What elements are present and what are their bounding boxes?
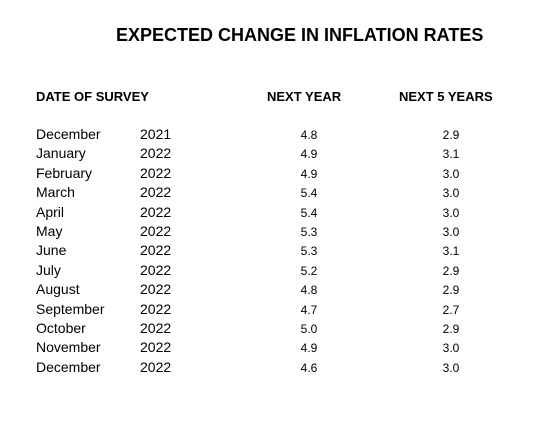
row-year: 2022 [140, 358, 172, 375]
row-month: August [36, 281, 80, 298]
row-month: December [36, 126, 101, 142]
table-row: July 2022 5.2 2.9 [0, 261, 558, 280]
row-year: 2022 [140, 242, 172, 259]
header-date-of-survey: DATE OF SURVEY [36, 89, 149, 104]
row-next-5-years-value: 2.9 [442, 128, 460, 142]
table-row: September 2022 4.7 2.7 [0, 300, 558, 319]
row-next-year-value: 4.6 [300, 360, 318, 375]
row-month: April [36, 203, 65, 220]
row-month: January [36, 145, 86, 162]
row-next-year-value: 4.9 [300, 147, 318, 162]
table-row: March 2022 5.4 3.0 [0, 183, 558, 202]
row-month: October [36, 319, 86, 336]
row-year: 2022 [140, 261, 172, 278]
row-next-year-value: 5.2 [300, 263, 318, 278]
table-row: December 2021 4.8 2.9 [0, 125, 558, 144]
header-next-year: NEXT YEAR [267, 89, 342, 104]
table-row: August 2022 4.8 2.9 [0, 280, 558, 299]
row-month: February [36, 164, 93, 181]
row-next-year-value: 4.8 [300, 283, 318, 298]
row-year: 2022 [140, 339, 172, 356]
row-next-year-value: 4.9 [300, 166, 318, 181]
row-next-year-value: 5.4 [300, 205, 318, 220]
row-year: 2022 [140, 184, 172, 201]
table-row: December 2022 4.6 3.0 [0, 358, 558, 377]
row-month: November [36, 339, 101, 356]
row-next-5-years-value: 2.7 [442, 302, 460, 317]
row-next-5-years-value: 2.9 [442, 321, 460, 336]
row-next-5-years-value: 3.0 [442, 186, 460, 201]
row-next-5-years-value: 2.9 [442, 283, 460, 298]
table-row: October 2022 5.0 2.9 [0, 319, 558, 338]
row-month: May [36, 222, 63, 239]
table-row: June 2022 5.3 3.1 [0, 241, 558, 260]
row-year: 2021 [140, 126, 172, 142]
table-row: January 2022 4.9 3.1 [0, 144, 558, 163]
row-next-5-years-value: 3.1 [442, 147, 460, 162]
row-next-year-value: 4.8 [300, 128, 318, 142]
row-next-5-years-value: 2.9 [442, 263, 460, 278]
row-next-5-years-value: 3.0 [442, 205, 460, 220]
row-month: September [36, 300, 105, 317]
row-next-5-years-value: 3.0 [442, 341, 460, 356]
row-month: July [36, 261, 61, 278]
row-next-year-value: 4.7 [300, 302, 318, 317]
row-year: 2022 [140, 319, 172, 336]
row-next-5-years-value: 3.1 [442, 244, 460, 259]
row-next-year-value: 5.3 [300, 244, 318, 259]
row-year: 2022 [140, 203, 172, 220]
row-year: 2022 [140, 300, 172, 317]
row-next-year-value: 5.4 [300, 186, 318, 201]
header-next-5-years: NEXT 5 YEARS [399, 89, 493, 104]
row-year: 2022 [140, 145, 172, 162]
page-title: EXPECTED CHANGE IN INFLATION RATES [116, 25, 484, 45]
row-next-year-value: 5.0 [300, 321, 318, 336]
row-year: 2022 [140, 164, 172, 181]
row-month: March [36, 184, 75, 201]
row-year: 2022 [140, 281, 172, 298]
row-month: June [36, 242, 67, 259]
row-next-5-years-value: 3.0 [442, 360, 460, 375]
row-year: 2022 [140, 222, 172, 239]
row-next-5-years-value: 3.0 [442, 166, 460, 181]
row-next-5-years-value: 3.0 [442, 224, 460, 239]
table-row: February 2022 4.9 3.0 [0, 164, 558, 183]
table-row: November 2022 4.9 3.0 [0, 338, 558, 357]
table-row: May 2022 5.3 3.0 [0, 222, 558, 241]
inflation-table: December 2021 4.8 2.9 January 2022 4.9 3… [0, 125, 558, 377]
row-month: December [36, 358, 101, 375]
row-next-year-value: 4.9 [300, 341, 318, 356]
table-row: April 2022 5.4 3.0 [0, 203, 558, 222]
row-next-year-value: 5.3 [300, 224, 318, 239]
